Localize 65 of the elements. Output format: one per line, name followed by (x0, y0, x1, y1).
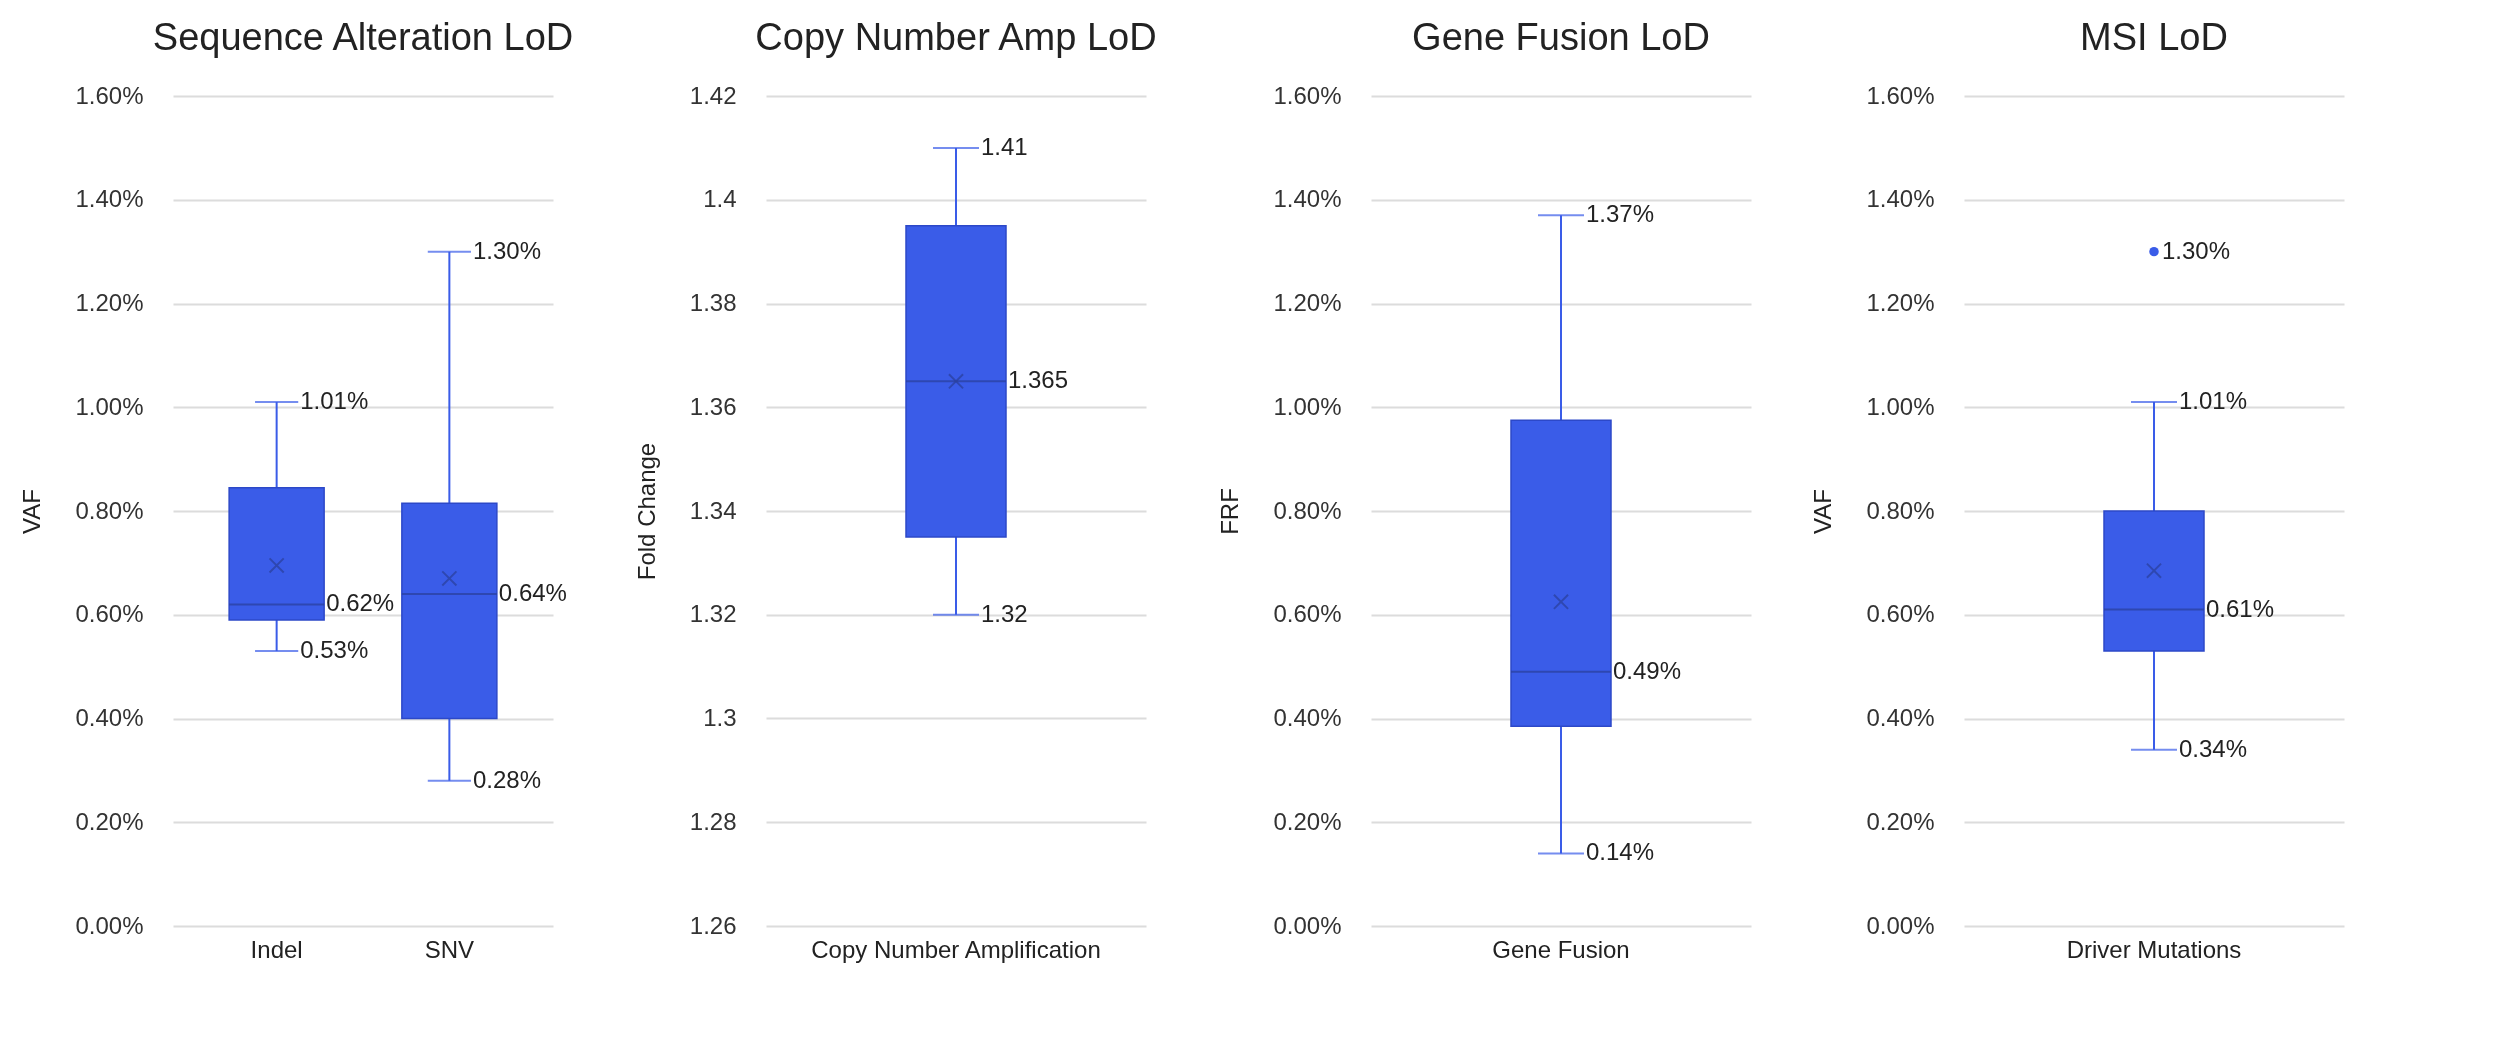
x-tick-label: SNV (424, 935, 475, 963)
y-axis-title: FRF (1216, 488, 1244, 535)
y-tick-label: 0.80% (1273, 496, 1342, 524)
annotation: 0.34% (2179, 734, 2248, 762)
y-tick-label: 1.38 (689, 289, 737, 316)
y-tick-label: 1.20% (1866, 289, 1935, 316)
y-tick-label: 1.40% (1273, 185, 1342, 213)
y-tick-label: 1.26 (689, 911, 737, 939)
annotation: 0.14% (1586, 838, 1655, 866)
y-tick-label: 1.00% (75, 392, 144, 420)
y-tick-label: 1.4 (703, 185, 737, 213)
y-tick-label: 0.60% (1866, 600, 1935, 628)
y-tick-label: 1.00% (1273, 392, 1342, 420)
y-tick-label: 1.60% (1866, 81, 1935, 109)
y-tick-label: 0.80% (75, 496, 144, 524)
y-tick-label: 1.40% (1866, 185, 1935, 213)
annotation: 1.01% (300, 387, 369, 415)
y-tick-label: 1.3 (703, 704, 737, 731)
y-tick-label: 0.00% (75, 911, 144, 939)
annotation: 0.64% (498, 579, 567, 606)
x-tick-label: Indel (250, 935, 303, 963)
annotation: 1.01% (2179, 387, 2248, 415)
y-tick-label: 0.40% (75, 704, 144, 731)
y-axis-title: VAF (18, 489, 46, 534)
y-tick-label: 1.42 (689, 81, 737, 109)
annotation: 1.37% (1586, 200, 1655, 228)
y-tick-label: 1.40% (75, 185, 144, 213)
chart-title: Gene Fusion LoD (1412, 16, 1710, 58)
annotation: 1.30% (472, 236, 542, 264)
annotation: 1.30% (2162, 236, 2231, 264)
annotation: 0.61% (2206, 594, 2275, 622)
y-tick-label: 0.60% (1273, 600, 1342, 628)
y-tick-label: 1.32 (689, 600, 737, 628)
y-axis-title: Fold Change (632, 442, 660, 581)
chart-title: MSI LoD (2080, 16, 2228, 58)
chart-title: Copy Number Amp LoD (755, 16, 1157, 58)
annotation: 1.32 (981, 599, 1028, 627)
y-tick-label: 1.36 (689, 392, 737, 420)
y-tick-label: 1.34 (689, 496, 737, 524)
y-tick-label: 1.00% (1866, 392, 1935, 420)
y-tick-label: 1.20% (1273, 289, 1342, 316)
y-tick-label: 1.28 (689, 807, 737, 835)
annotation: 1.41 (981, 132, 1028, 160)
y-tick-label: 0.20% (1273, 807, 1342, 835)
y-tick-label: 1.20% (75, 289, 144, 316)
annotation: 0.49% (1613, 656, 1682, 684)
x-tick-label: Gene Fusion (1492, 935, 1630, 963)
y-tick-label: 0.00% (1273, 911, 1342, 939)
y-tick-label: 0.40% (1866, 704, 1935, 731)
y-tick-label: 0.00% (1866, 911, 1935, 939)
y-tick-label: 0.80% (1866, 496, 1935, 524)
annotation: 1.365 (1008, 366, 1069, 394)
y-tick-label: 0.60% (75, 600, 144, 628)
y-tick-label: 0.20% (1866, 807, 1935, 835)
annotation: 0.28% (472, 765, 542, 793)
y-tick-label: 1.60% (75, 81, 144, 109)
annotation: 0.62% (326, 589, 395, 617)
y-tick-label: 1.60% (1273, 81, 1342, 109)
x-tick-label: Driver Mutations (2066, 935, 2242, 963)
y-tick-label: 0.40% (1273, 704, 1342, 731)
x-tick-label: Copy Number Amplification (811, 935, 1101, 963)
chart-title: Sequence Alteration LoD (152, 16, 574, 58)
annotation: 0.53% (300, 636, 369, 664)
y-axis-title: VAF (1809, 489, 1837, 534)
y-tick-label: 0.20% (75, 807, 144, 835)
